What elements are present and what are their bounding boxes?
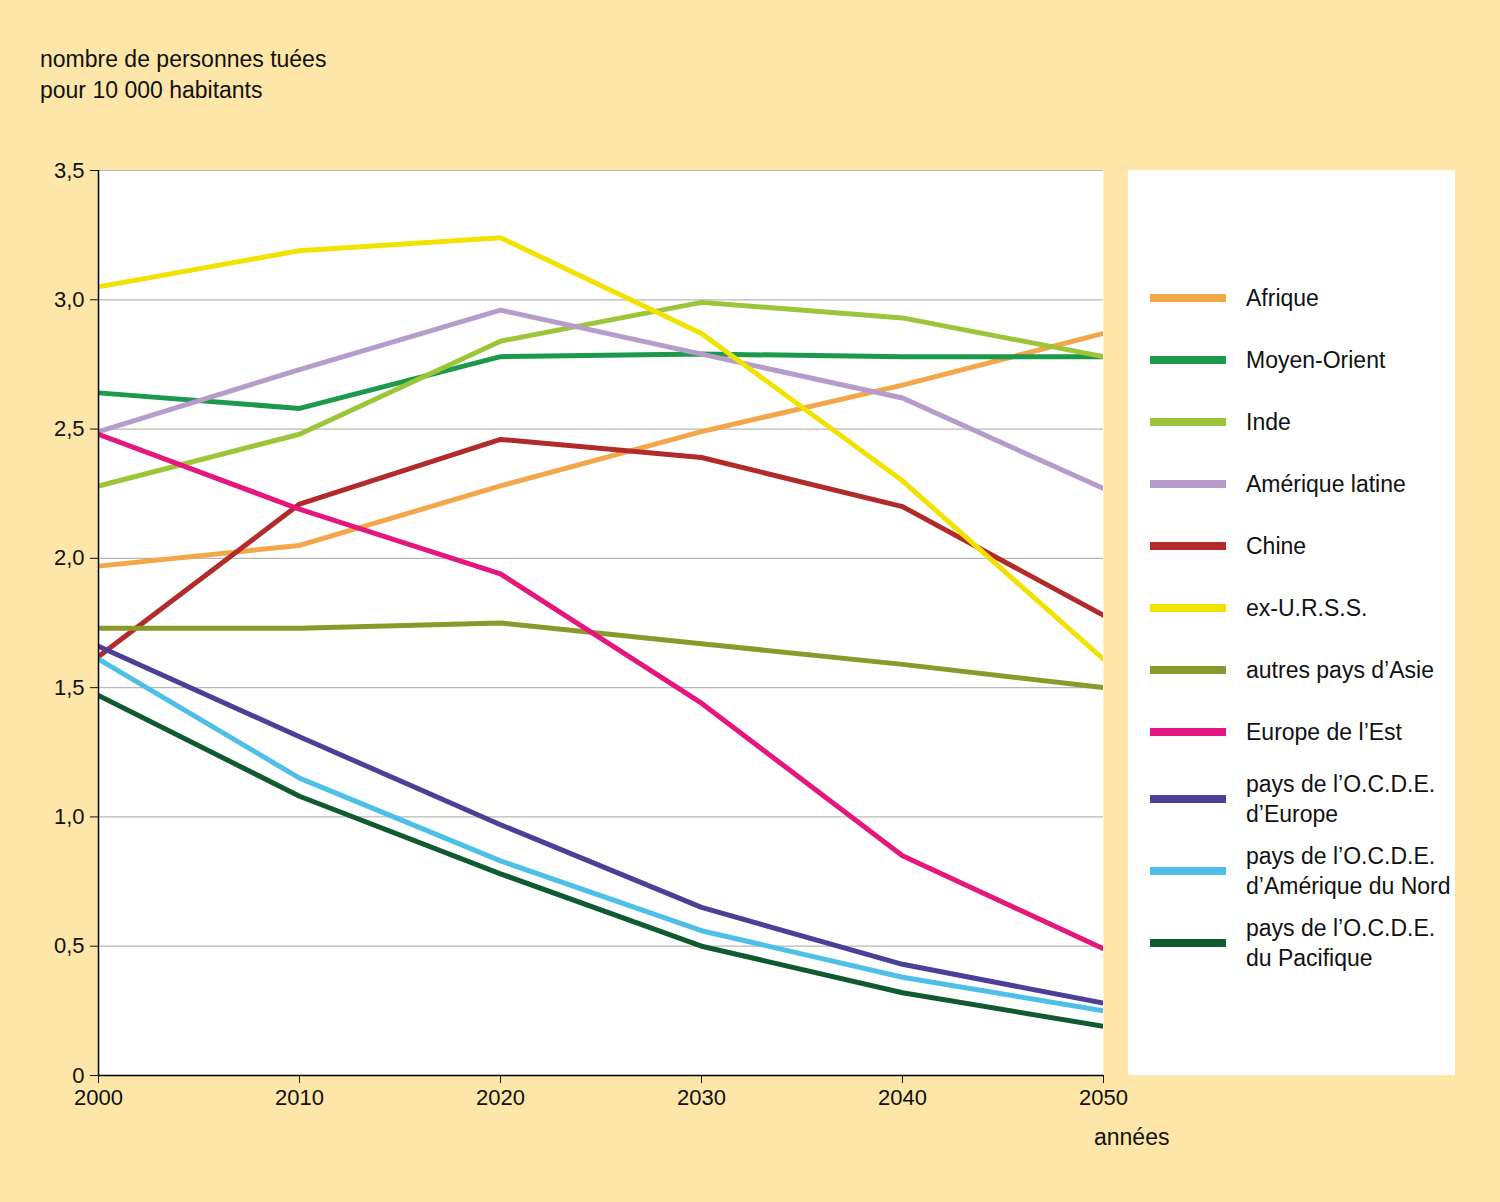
html-text:Moyen-Orient: Moyen-Orient [1246, 346, 1386, 373]
html-text:ex-U.R.S.S.: ex-U.R.S.S. [1246, 594, 1368, 621]
html-text:pays de l’O.C.D.E. d’Europe: pays de l’O.C.D.E. d’Europe [1246, 770, 1436, 827]
svg-text:1,0: 1,0 [54, 804, 85, 829]
html-text:Amérique latine: Amérique latine [1246, 470, 1406, 497]
svg-text:2010: 2010 [275, 1085, 324, 1110]
svg-text:3,0: 3,0 [54, 287, 85, 312]
html-text:Europe de l’Est: Europe de l’Est [1246, 718, 1402, 745]
svg-text:0: 0 [72, 1063, 84, 1088]
html-text:Afrique: Afrique [1246, 284, 1319, 311]
svg-text:2040: 2040 [878, 1085, 927, 1110]
svg-text:1,5: 1,5 [54, 675, 85, 700]
html-text:Inde: Inde [1246, 408, 1291, 435]
html-text:nombre de personnes tuées pour: nombre de personnes tuées pour 10 000 ha… [40, 46, 327, 103]
html-text:pays de l’O.C.D.E. d’Amérique: pays de l’O.C.D.E. d’Amérique du Nord [1246, 842, 1451, 899]
svg-text:2030: 2030 [677, 1085, 726, 1110]
svg-text:2,5: 2,5 [54, 416, 85, 441]
html-text:autres pays d’Asie: autres pays d’Asie [1246, 656, 1434, 683]
html-text:pays de l’O.C.D.E. du Pacifiqu: pays de l’O.C.D.E. du Pacifique [1246, 914, 1436, 971]
svg-text:2000: 2000 [74, 1085, 123, 1110]
svg-text:2,0: 2,0 [54, 545, 85, 570]
html-text:années: années [1094, 1124, 1170, 1150]
svg-text:2050: 2050 [1079, 1085, 1128, 1110]
html-text:Chine: Chine [1246, 532, 1307, 559]
svg-text:0,5: 0,5 [54, 933, 85, 958]
svg-text:3,5: 3,5 [54, 158, 85, 183]
svg-text:2020: 2020 [476, 1085, 525, 1110]
